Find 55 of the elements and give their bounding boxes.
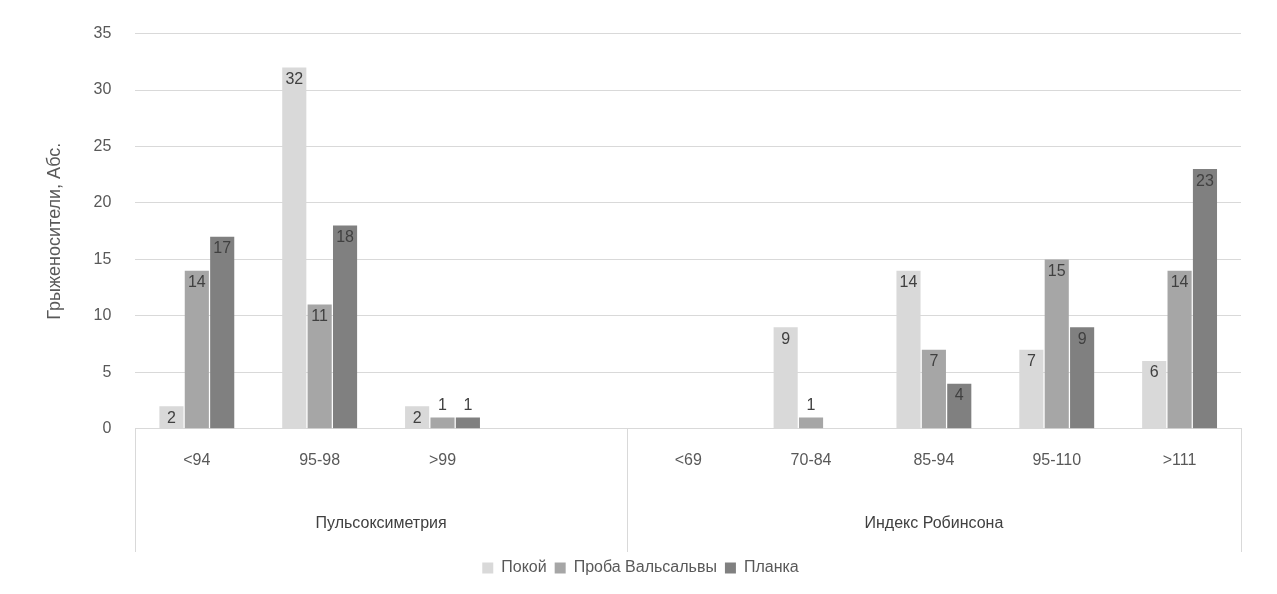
bar (1167, 270, 1192, 429)
x-tick-label: 95-98 (299, 450, 341, 468)
data-label: 7 (1026, 352, 1036, 370)
text: Индекс Робинсона (864, 514, 1004, 532)
y-axis-title: Грыженосители, Абс. (43, 142, 64, 320)
data-label: 9 (781, 329, 791, 347)
x-tick-label: <94 (183, 450, 211, 468)
x-tick-label: 70-84 (790, 450, 832, 468)
text: Пульсоксиметрия (315, 514, 447, 532)
data-label: 6 (1149, 363, 1159, 381)
bar (1070, 327, 1095, 429)
bar (1044, 259, 1069, 429)
x-tick-label: >111 (1162, 450, 1197, 468)
bar (1192, 169, 1218, 429)
data-label: 14 (1170, 273, 1189, 291)
y-tick-label: 0 (102, 419, 112, 437)
data-label: 2 (166, 408, 176, 426)
bar (798, 417, 824, 429)
legend-label: Планка (743, 558, 799, 576)
x-tick-label: 85-94 (913, 450, 955, 468)
x-tick-label: 95-110 (1032, 450, 1082, 468)
bar (307, 304, 332, 429)
data-label: 14 (187, 273, 206, 291)
data-label: 17 (213, 239, 232, 257)
data-label: 11 (311, 307, 329, 324)
data-label: 15 (1047, 261, 1066, 279)
data-label: 18 (336, 227, 355, 245)
data-label: 4 (954, 386, 964, 404)
bar (947, 383, 972, 429)
y-tick-label: 20 (93, 193, 112, 211)
y-tick-label: 5 (102, 362, 112, 380)
bar (921, 349, 946, 429)
data-label: 2 (412, 408, 422, 426)
data-label: 14 (899, 273, 918, 291)
bar (332, 225, 358, 429)
data-label: 23 (1196, 171, 1214, 189)
bar (430, 417, 455, 429)
data-label: 7 (929, 352, 939, 370)
y-tick-label: 30 (93, 80, 112, 98)
bar (455, 417, 480, 429)
legend-label: Покой (501, 558, 547, 576)
x-tick-label: <69 (674, 450, 702, 468)
y-tick-label: 35 (93, 24, 112, 42)
legend-label: Проба Вальсальвы (573, 558, 717, 576)
data-label: 9 (1077, 329, 1087, 347)
data-label: 1 (438, 395, 448, 413)
data-label: 1 (463, 395, 473, 413)
y-tick-label: 10 (93, 306, 112, 324)
y-tick-label: 25 (93, 136, 112, 154)
bar (184, 270, 209, 429)
y-tick-label: 15 (93, 249, 112, 267)
bar (210, 236, 235, 429)
data-label: 32 (285, 69, 304, 87)
data-label: 1 (806, 395, 816, 413)
x-tick-label: >99 (428, 450, 457, 468)
